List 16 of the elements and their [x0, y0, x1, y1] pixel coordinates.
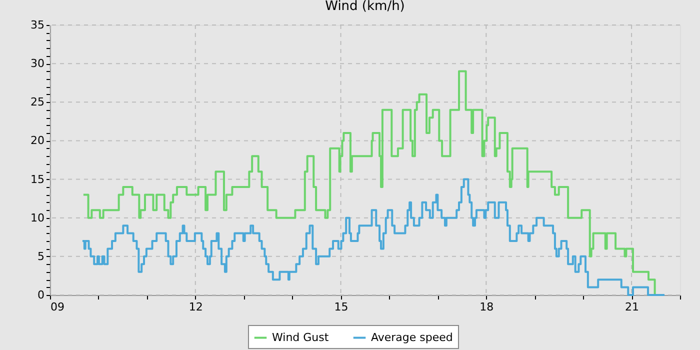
y-tick-label: 25 — [30, 96, 44, 109]
x-tick-label: 09 — [50, 300, 64, 314]
x-tick-label: 12 — [188, 300, 203, 314]
y-tick-label: 35 — [30, 18, 44, 32]
legend-label: Wind Gust — [272, 330, 330, 344]
y-tick-label: 10 — [30, 211, 44, 224]
legend-label: Average speed — [371, 330, 453, 344]
x-tick-label: 21 — [625, 300, 640, 314]
y-tick-label: 0 — [38, 288, 44, 302]
y-tick-label: 20 — [30, 134, 44, 148]
y-tick-label: 5 — [38, 250, 44, 263]
x-tick-label: 18 — [480, 300, 494, 314]
y-tick-label: 30 — [30, 57, 44, 70]
chart-title: Wind (km/h) — [325, 0, 405, 14]
y-tick-label: 15 — [30, 172, 44, 186]
x-tick-label: 15 — [334, 300, 348, 314]
